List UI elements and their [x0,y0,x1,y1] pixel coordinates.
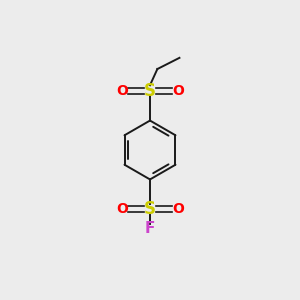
Text: F: F [145,220,155,236]
Text: O: O [172,84,184,98]
Text: O: O [116,84,128,98]
Text: O: O [116,202,128,216]
Text: O: O [172,202,184,216]
Text: S: S [144,200,156,218]
Text: S: S [144,82,156,100]
